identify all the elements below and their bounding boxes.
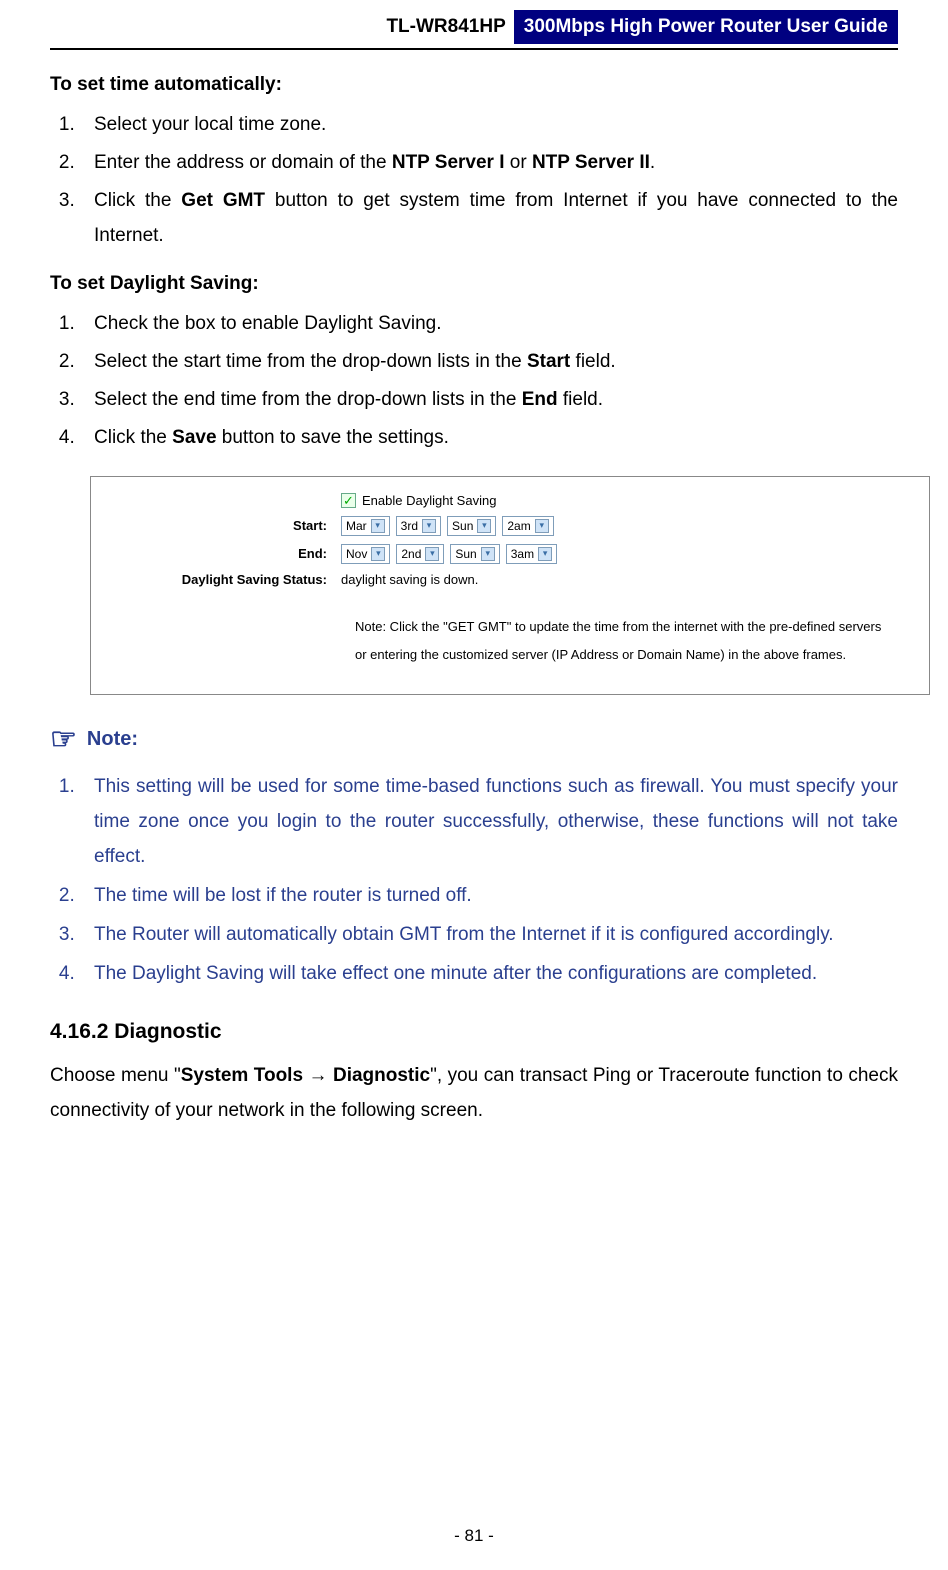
end-day-select[interactable]: Sun▾ bbox=[450, 544, 499, 564]
end-week-select[interactable]: 2nd▾ bbox=[396, 544, 444, 564]
page-header: TL-WR841HP 300Mbps High Power Router Use… bbox=[50, 10, 898, 44]
header-model: TL-WR841HP bbox=[378, 10, 513, 44]
step-item: Click the Save button to save the settin… bbox=[80, 421, 898, 455]
steps-dst: Check the box to enable Daylight Saving.… bbox=[50, 307, 898, 456]
section-title-auto: To set time automatically: bbox=[50, 74, 898, 96]
pointing-hand-icon: ☞ bbox=[50, 725, 77, 755]
diagnostic-heading: 4.16.2 Diagnostic bbox=[50, 1020, 898, 1044]
end-month-select[interactable]: Nov▾ bbox=[341, 544, 390, 564]
enable-dst-label: Enable Daylight Saving bbox=[362, 493, 496, 508]
figure-note: Note: Click the "GET GMT" to update the … bbox=[355, 613, 909, 670]
start-hour-select[interactable]: 2am▾ bbox=[502, 516, 553, 536]
chevron-down-icon: ▾ bbox=[371, 547, 385, 561]
section-title-dst: To set Daylight Saving: bbox=[50, 273, 898, 295]
start-week-select[interactable]: 3rd▾ bbox=[396, 516, 441, 536]
chevron-down-icon: ▾ bbox=[477, 519, 491, 533]
fig-end-label: End: bbox=[111, 546, 341, 561]
header-rule bbox=[50, 48, 898, 50]
chevron-down-icon: ▾ bbox=[535, 519, 549, 533]
step-item: Enter the address or domain of the NTP S… bbox=[80, 146, 898, 180]
fig-status-label: Daylight Saving Status: bbox=[111, 572, 341, 587]
chevron-down-icon: ▾ bbox=[422, 519, 436, 533]
header-title: 300Mbps High Power Router User Guide bbox=[514, 10, 898, 44]
note-heading: ☞ Note: bbox=[50, 725, 898, 755]
chevron-down-icon: ▾ bbox=[481, 547, 495, 561]
note-item: The Daylight Saving will take effect one… bbox=[80, 956, 898, 991]
notes-list: This setting will be used for some time-… bbox=[50, 769, 898, 992]
note-item: The time will be lost if the router is t… bbox=[80, 878, 898, 913]
page-number: - 81 - bbox=[0, 1526, 948, 1546]
diagnostic-paragraph: Choose menu "System Tools → Diagnostic",… bbox=[50, 1058, 898, 1128]
chevron-down-icon: ▾ bbox=[425, 547, 439, 561]
chevron-down-icon: ▾ bbox=[538, 547, 552, 561]
fig-start-label: Start: bbox=[111, 518, 341, 533]
fig-status-text: daylight saving is down. bbox=[341, 572, 478, 587]
step-item: Check the box to enable Daylight Saving. bbox=[80, 307, 898, 341]
steps-auto: Select your local time zone. Enter the a… bbox=[50, 108, 898, 253]
chevron-down-icon: ▾ bbox=[371, 519, 385, 533]
step-item: Select your local time zone. bbox=[80, 108, 898, 142]
daylight-figure: ✓ Enable Daylight Saving Start: Mar▾ 3rd… bbox=[90, 476, 930, 695]
note-item: This setting will be used for some time-… bbox=[80, 769, 898, 874]
start-day-select[interactable]: Sun▾ bbox=[447, 516, 496, 536]
step-item: Select the start time from the drop-down… bbox=[80, 345, 898, 379]
step-item: Select the end time from the drop-down l… bbox=[80, 383, 898, 417]
enable-dst-checkbox[interactable]: ✓ bbox=[341, 493, 356, 508]
end-hour-select[interactable]: 3am▾ bbox=[506, 544, 557, 564]
start-month-select[interactable]: Mar▾ bbox=[341, 516, 390, 536]
note-item: The Router will automatically obtain GMT… bbox=[80, 917, 898, 952]
step-item: Click the Get GMT button to get system t… bbox=[80, 184, 898, 252]
